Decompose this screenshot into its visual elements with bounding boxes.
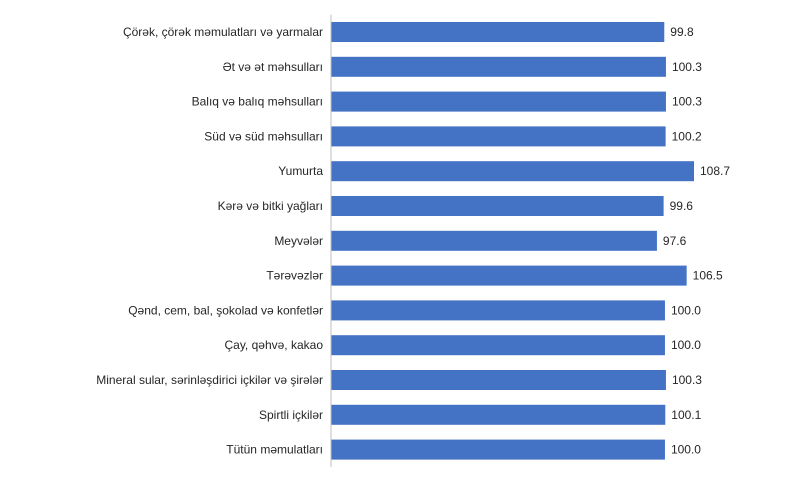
value-label: 106.5: [693, 269, 723, 283]
category-label: Ət və ət məhsulları: [223, 60, 323, 74]
bar: [331, 161, 694, 182]
bar: [331, 91, 666, 112]
value-label: 100.3: [672, 60, 702, 74]
bar: [331, 230, 657, 251]
bar: [331, 56, 666, 77]
category-label: Süd və süd məhsulları: [204, 129, 323, 143]
bar: [331, 196, 664, 216]
value-label: 99.8: [670, 25, 694, 39]
value-label: 100.2: [672, 129, 702, 143]
value-label: 100.3: [672, 373, 702, 387]
bar: [331, 300, 665, 321]
bar: [331, 126, 666, 147]
category-label: Balıq və balıq məhsulları: [192, 95, 323, 109]
value-label: 97.6: [663, 234, 687, 248]
value-label: 100.1: [671, 408, 701, 422]
category-label: Qənd, cem, bal, şokolad və konfetlər: [128, 303, 323, 317]
bar: [331, 22, 665, 42]
value-label: 100.0: [671, 338, 701, 352]
bar: [331, 370, 666, 390]
category-label: Tütün məmulatları: [226, 443, 323, 457]
category-label: Kərə və bitki yağları: [218, 199, 323, 213]
value-label: 99.6: [670, 199, 694, 213]
bar: [331, 404, 666, 425]
category-label: Çay, qəhvə, kakao: [224, 338, 323, 352]
bar: [331, 439, 665, 460]
bar: [331, 265, 687, 286]
bars-layer: [331, 22, 694, 460]
bar: [331, 335, 665, 356]
value-label: 100.0: [671, 303, 701, 317]
category-label: Çörək, çörək məmulatları və yarmalar: [123, 25, 323, 39]
category-label: Meyvələr: [274, 234, 323, 248]
category-label: Mineral sular, sərinləşdirici içkilər və…: [96, 373, 323, 387]
value-label: 100.3: [672, 95, 702, 109]
category-label: Tərəvəzlər: [266, 269, 323, 283]
category-labels-layer: Çörək, çörək məmulatları və yarmalar Ət v…: [96, 25, 323, 457]
value-label: 108.7: [700, 164, 730, 178]
value-label: 100.0: [671, 443, 701, 457]
category-label: Spirtli içkilər: [259, 408, 323, 422]
value-labels-layer: 99.8 100.3 100.3 100.2 108.7 99.6 97.6 106.5 100…: [663, 25, 730, 457]
category-label: Yumurta: [278, 164, 323, 178]
